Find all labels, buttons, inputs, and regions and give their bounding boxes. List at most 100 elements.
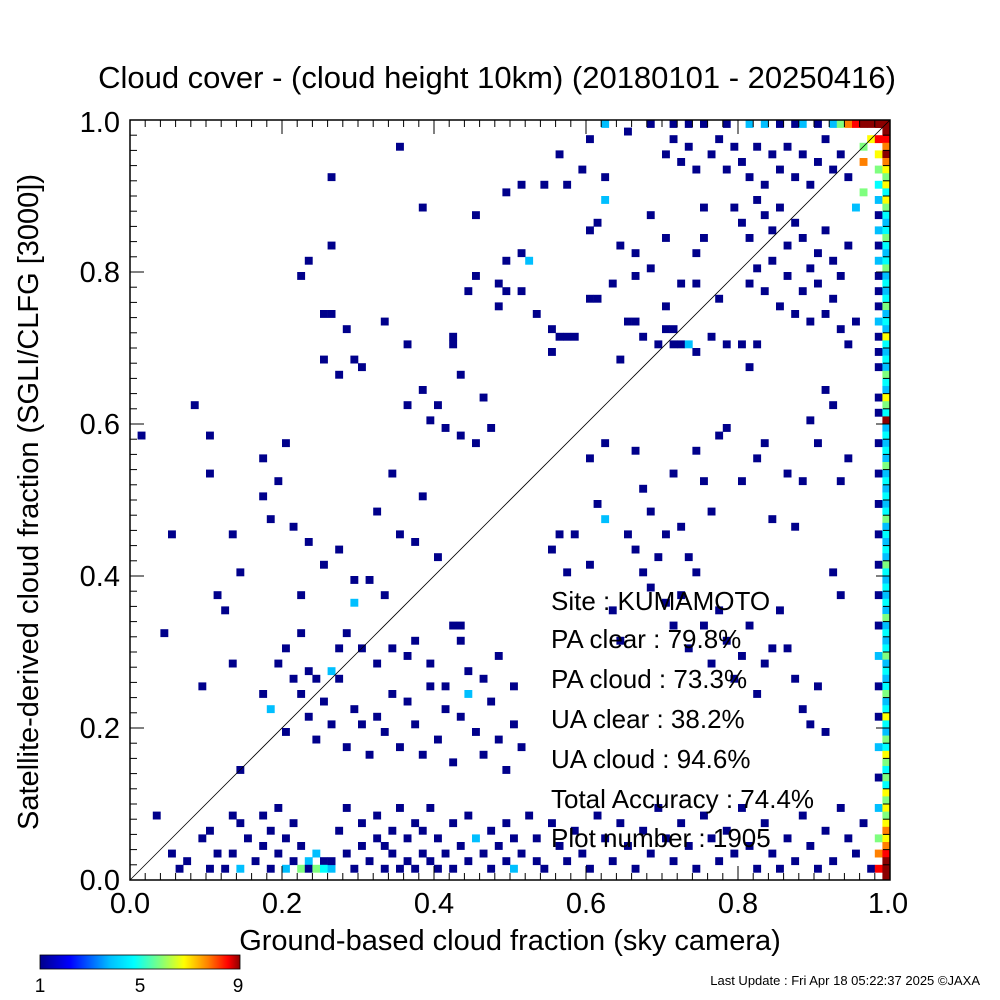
heatmap-cell <box>327 310 336 318</box>
heatmap-cell <box>449 758 458 767</box>
heatmap-cell <box>814 864 822 873</box>
heatmap-cell <box>874 834 883 843</box>
heatmap-cell <box>836 477 845 486</box>
heatmap-cell <box>874 591 883 600</box>
heatmap-cell <box>388 849 397 858</box>
heatmap-cell <box>669 135 678 144</box>
heatmap-cell <box>487 697 496 706</box>
heatmap-cell <box>639 484 648 493</box>
heatmap-cell <box>662 598 670 607</box>
heatmap-cell <box>836 591 845 600</box>
heatmap-cell <box>882 135 890 144</box>
heatmap-cell <box>814 682 822 691</box>
heatmap-cell <box>403 401 412 410</box>
heatmap-cell <box>152 811 161 820</box>
heatmap-cell <box>882 667 890 676</box>
heatmap-cell <box>836 804 845 812</box>
heatmap-cell <box>806 180 815 189</box>
heatmap-cell <box>821 226 830 235</box>
heatmap-cell <box>821 728 830 736</box>
heatmap-cell <box>228 849 237 858</box>
heatmap-cell <box>601 834 610 843</box>
y-tick-label: 0.4 <box>80 561 120 593</box>
heatmap-cell <box>836 325 845 334</box>
heatmap-cell <box>624 127 632 136</box>
heatmap-cell <box>783 644 792 653</box>
heatmap-cell <box>335 674 344 683</box>
heatmap-cell <box>692 279 701 288</box>
heatmap-cell <box>662 302 670 311</box>
heatmap-cell <box>304 864 313 873</box>
x-tick-label: 1.0 <box>868 888 908 920</box>
heatmap-cell <box>882 560 890 569</box>
heatmap-cell <box>882 834 890 843</box>
heatmap-cell <box>882 203 890 212</box>
heatmap-cell <box>662 325 670 334</box>
heatmap-cell <box>882 363 890 372</box>
heatmap-cell <box>692 568 701 577</box>
heatmap-cell <box>335 370 344 379</box>
heatmap-cell <box>882 439 890 448</box>
heatmap-cell <box>882 735 890 744</box>
heatmap-cell <box>852 849 860 858</box>
heatmap-cell <box>403 340 412 349</box>
heatmap-cell <box>160 629 169 638</box>
heatmap-cell <box>874 469 883 478</box>
heatmap-cell <box>456 842 465 850</box>
heatmap-cell <box>388 826 397 835</box>
heatmap-cell <box>358 819 366 828</box>
heatmap-cell <box>798 234 807 242</box>
heatmap-cell <box>791 857 800 866</box>
y-axis-label: Satellite-derived cloud fraction (SGLI/C… <box>13 174 45 830</box>
heatmap-cell <box>882 766 890 774</box>
heatmap-cell <box>426 659 435 668</box>
heatmap-cell <box>168 530 176 539</box>
heatmap-cell <box>274 849 283 858</box>
heatmap-cell <box>882 484 890 493</box>
heatmap-cell <box>297 272 306 280</box>
heatmap-cell <box>814 158 822 166</box>
heatmap-cell <box>624 530 632 539</box>
heatmap-cell <box>882 408 890 417</box>
heatmap-cell <box>882 386 890 394</box>
heatmap-cell <box>806 416 815 425</box>
heatmap-cell <box>434 864 442 873</box>
heatmap-cell <box>548 348 556 356</box>
heatmap-cell <box>274 804 283 812</box>
heatmap-cell <box>563 332 572 341</box>
heatmap-cell <box>707 150 716 159</box>
heatmap-cell <box>502 188 511 197</box>
heatmap-cell <box>882 234 890 242</box>
heatmap-cell <box>327 173 336 182</box>
heatmap-cell <box>814 120 822 128</box>
heatmap-cell <box>692 446 701 455</box>
colorbar-tick-labels: 1 5 9 <box>35 976 244 997</box>
heatmap-cell <box>388 469 397 478</box>
heatmap-cell <box>882 636 890 645</box>
heatmap-cell <box>791 522 800 531</box>
heatmap-cell <box>882 583 890 592</box>
heatmap-cell <box>882 317 890 326</box>
heatmap-cell <box>684 644 693 653</box>
heatmap-cell <box>882 500 890 508</box>
heatmap-cell <box>684 842 693 850</box>
heatmap-cell <box>586 135 594 144</box>
heatmap-cell <box>669 325 678 334</box>
heatmap-cell <box>593 218 602 227</box>
heatmap-cell <box>821 310 830 318</box>
heatmap-cell <box>479 674 488 683</box>
heatmap-cell <box>874 196 883 204</box>
x-tick-label: 0.4 <box>414 888 454 920</box>
heatmap-cell <box>532 834 541 843</box>
heatmap-cell <box>882 477 890 486</box>
heatmap-cell <box>244 834 252 843</box>
heatmap-cell <box>882 522 890 531</box>
heatmap-cell <box>882 728 890 736</box>
heatmap-cell <box>882 842 890 850</box>
heatmap-cell <box>874 849 883 858</box>
heatmap-cell <box>616 355 625 364</box>
heatmap-cell <box>882 302 890 311</box>
heatmap-cell <box>882 287 890 296</box>
heatmap-cell <box>700 203 708 212</box>
heatmap-cell <box>403 697 412 706</box>
